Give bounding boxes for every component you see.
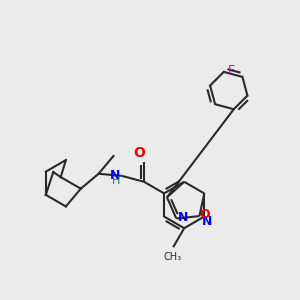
Text: CH₃: CH₃ — [163, 252, 181, 262]
Text: O: O — [134, 146, 146, 160]
Text: N: N — [202, 215, 212, 228]
Text: O: O — [200, 208, 210, 221]
Text: N: N — [110, 169, 120, 182]
Text: H: H — [112, 176, 120, 186]
Text: F: F — [228, 64, 235, 77]
Text: N: N — [178, 212, 188, 224]
